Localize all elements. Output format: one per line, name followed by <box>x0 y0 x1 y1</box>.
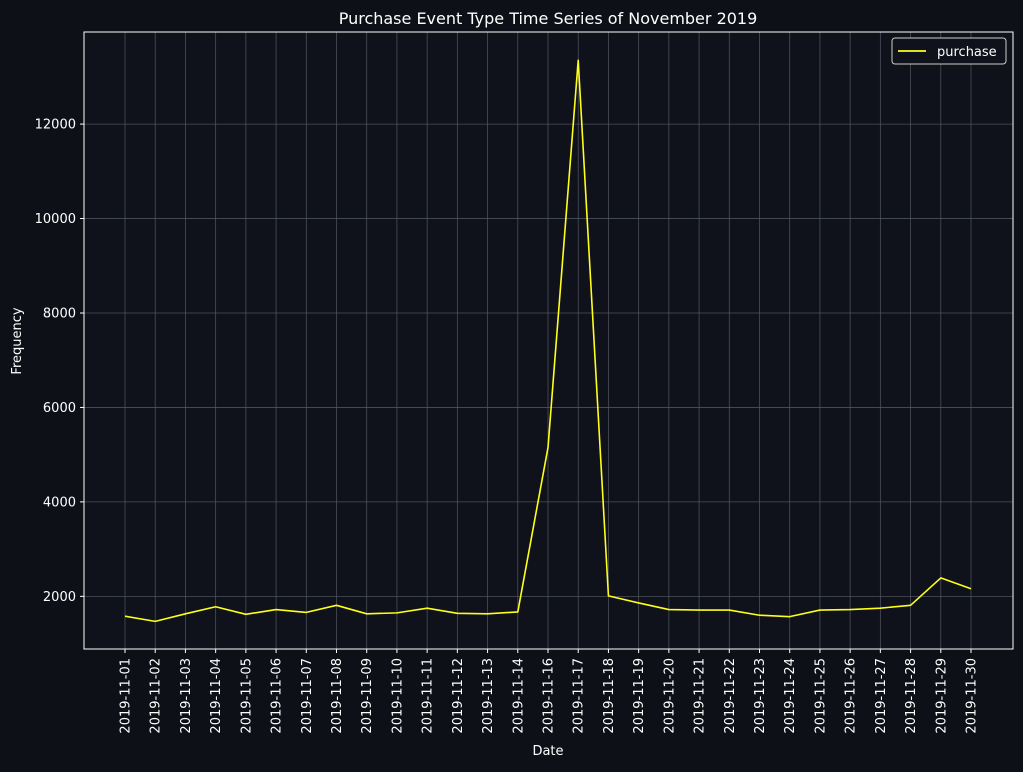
x-tick-label: 2019-11-27 <box>874 658 889 734</box>
x-tick-label: 2019-11-21 <box>693 658 708 734</box>
x-tick-label: 2019-11-11 <box>421 658 436 734</box>
x-tick-label: 2019-11-03 <box>179 658 194 734</box>
x-tick-label: 2019-11-09 <box>360 658 375 734</box>
x-tick-label: 2019-11-28 <box>904 658 919 734</box>
y-tick-label: 4000 <box>43 495 76 510</box>
x-tick-label: 2019-11-23 <box>753 658 768 734</box>
x-tick-label: 2019-11-12 <box>451 658 466 734</box>
x-axis-ticks: 2019-11-01 2019-11-02 2019-11-03 2019-11-04… <box>119 649 980 734</box>
x-tick-label: 2019-11-20 <box>662 658 677 734</box>
y-axis-label: Frequency <box>10 307 25 374</box>
y-tick-label: 10000 <box>35 212 76 227</box>
x-tick-label: 2019-11-18 <box>602 658 617 734</box>
series-lines <box>124 59 972 623</box>
x-tick-label: 2019-11-14 <box>511 658 526 734</box>
x-tick-label: 2019-11-01 <box>119 658 134 734</box>
x-tick-label: 2019-11-30 <box>965 658 980 734</box>
y-axis-ticks: 2000 4000 6000 8000 10000 12000 <box>35 118 84 605</box>
x-tick-label: 2019-11-16 <box>542 658 557 734</box>
legend-label-purchase: purchase <box>937 45 997 60</box>
y-tick-label: 2000 <box>43 590 76 605</box>
x-tick-label: 2019-11-04 <box>209 658 224 734</box>
y-tick-label: 6000 <box>43 401 76 416</box>
x-tick-label: 2019-11-17 <box>572 658 587 734</box>
chart-title: Purchase Event Type Time Series of Novem… <box>339 9 758 28</box>
legend-box <box>891 37 1007 65</box>
y-tick-label: 8000 <box>43 306 76 321</box>
x-tick-label: 2019-11-05 <box>239 658 254 734</box>
x-tick-label: 2019-11-06 <box>270 658 285 734</box>
plot-area <box>84 32 1013 649</box>
grid-lines <box>84 32 1013 649</box>
x-tick-label: 2019-11-08 <box>330 658 345 734</box>
x-tick-label: 2019-11-13 <box>481 658 496 734</box>
x-tick-label: 2019-11-29 <box>934 658 949 734</box>
x-tick-label: 2019-11-02 <box>149 658 164 734</box>
x-tick-label: 2019-11-07 <box>300 658 315 734</box>
x-tick-label: 2019-11-10 <box>390 658 405 734</box>
y-tick-label: 12000 <box>35 118 76 133</box>
legend: purchase <box>891 37 1007 65</box>
x-axis-label: Date <box>532 744 563 759</box>
x-tick-label: 2019-11-19 <box>632 658 647 734</box>
x-tick-label: 2019-11-26 <box>844 658 859 734</box>
x-tick-label: 2019-11-22 <box>723 658 738 734</box>
x-tick-label: 2019-11-25 <box>813 658 828 734</box>
series-line-purchase <box>124 59 972 623</box>
x-tick-label: 2019-11-24 <box>783 658 798 734</box>
